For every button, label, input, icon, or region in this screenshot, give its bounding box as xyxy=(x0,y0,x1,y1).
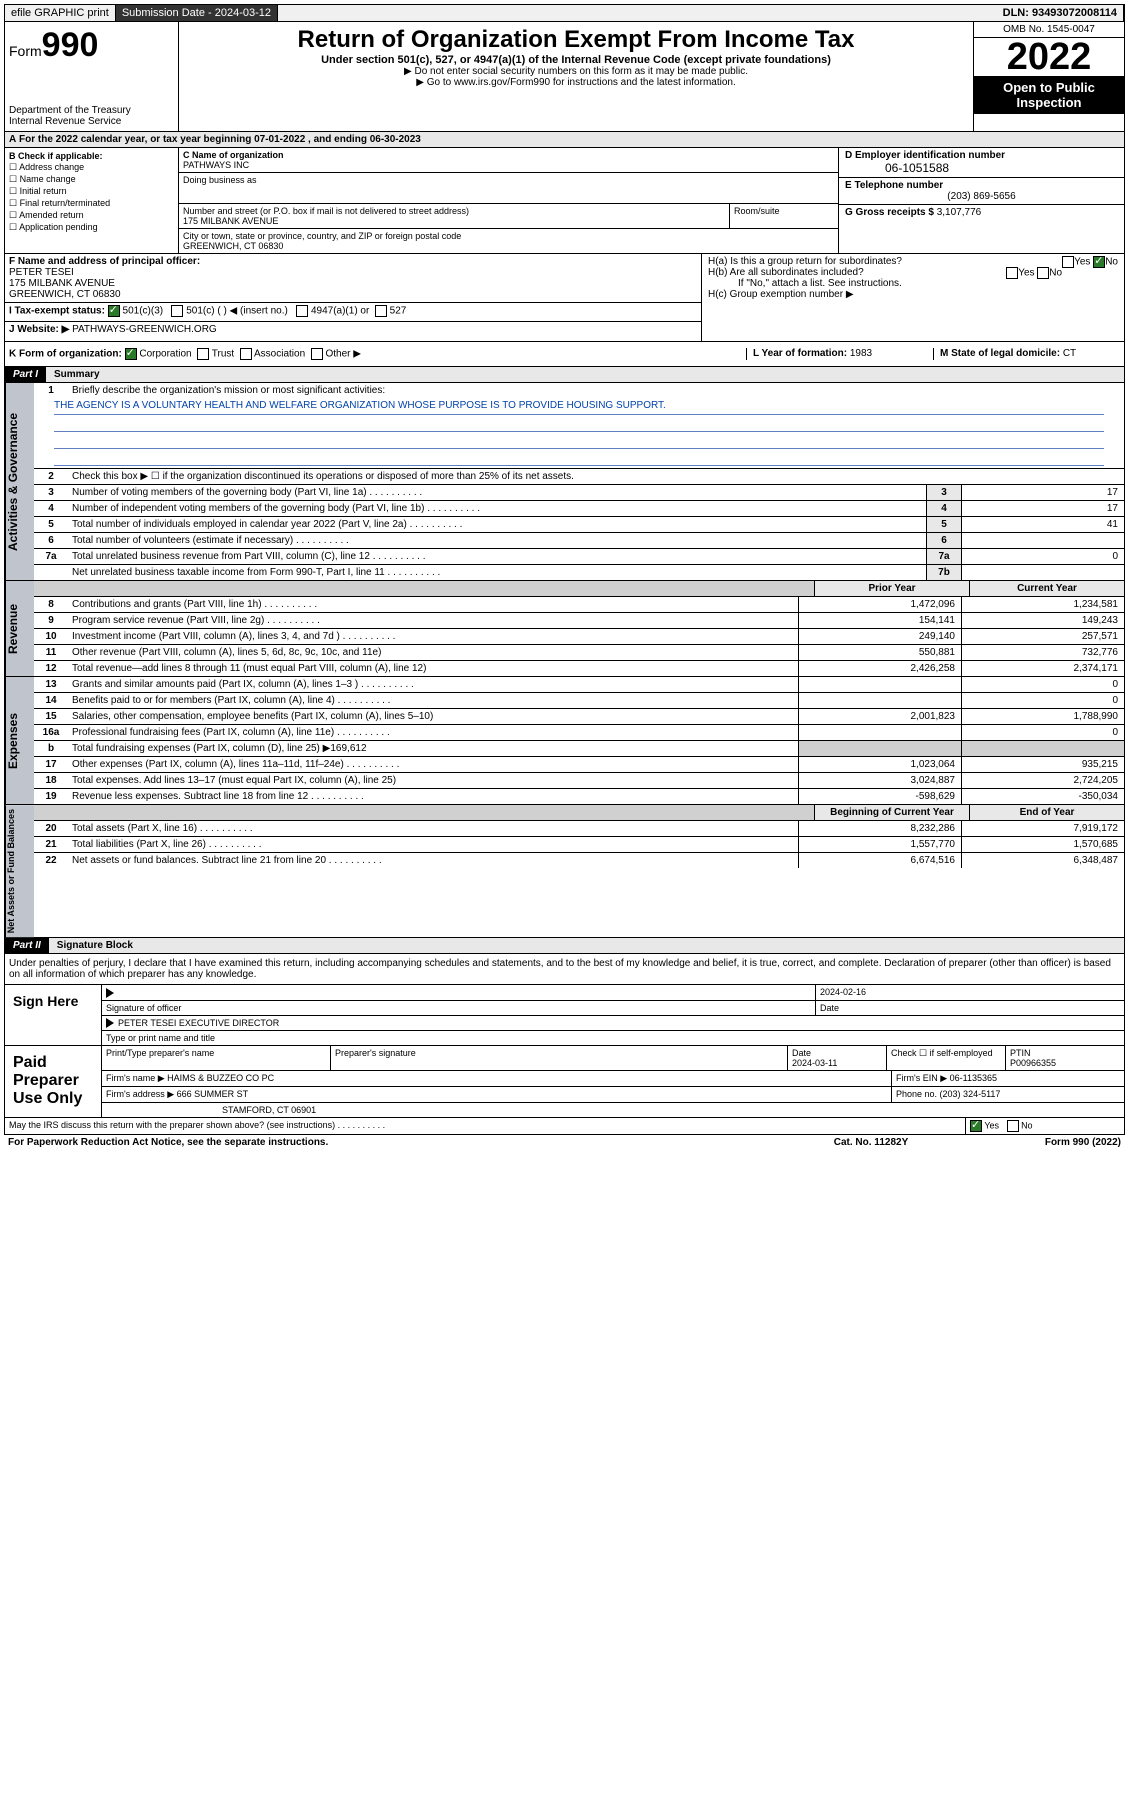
form-title: Return of Organization Exempt From Incom… xyxy=(183,26,969,54)
dept-label: Department of the Treasury xyxy=(9,105,174,116)
hb-yes[interactable] xyxy=(1006,267,1018,279)
submission-date: Submission Date - 2024-03-12 xyxy=(116,5,278,21)
signature-block: Under penalties of perjury, I declare th… xyxy=(4,954,1125,1135)
part1-body: Activities & Governance 1Briefly describ… xyxy=(4,383,1125,581)
tab-expenses: Expenses xyxy=(5,677,34,804)
tax-year-range: A For the 2022 calendar year, or tax yea… xyxy=(4,132,1125,148)
tab-activities-governance: Activities & Governance xyxy=(5,383,34,580)
section-klm: K Form of organization: Corporation Trus… xyxy=(4,342,1125,367)
section-fh: F Name and address of principal officer:… xyxy=(4,254,1125,342)
irs-label: Internal Revenue Service xyxy=(9,116,174,127)
checkbox-527[interactable] xyxy=(375,305,387,317)
form-number: Form990 xyxy=(9,26,174,65)
paid-preparer-label: Paid Preparer Use Only xyxy=(5,1046,101,1117)
discuss-yes[interactable] xyxy=(970,1120,982,1132)
sign-here-label: Sign Here xyxy=(5,985,101,1045)
penalty-text: Under penalties of perjury, I declare th… xyxy=(5,954,1124,984)
checkbox-501c[interactable] xyxy=(171,305,183,317)
ssn-warning: ▶ Do not enter social security numbers o… xyxy=(183,66,969,77)
discuss-no[interactable] xyxy=(1007,1120,1019,1132)
checkbox-501c3[interactable] xyxy=(108,305,120,317)
form-header: Form990 Department of the Treasury Inter… xyxy=(4,22,1125,132)
ha-no[interactable] xyxy=(1093,256,1105,268)
dln: DLN: 93493072008114 xyxy=(997,5,1124,21)
k-other[interactable] xyxy=(311,348,323,360)
section-deg: D Employer identification number 06-1051… xyxy=(838,148,1124,253)
section-c: C Name of organization PATHWAYS INC Doin… xyxy=(179,148,838,253)
arrow-icon xyxy=(106,1018,114,1028)
page-footer: For Paperwork Reduction Act Notice, see … xyxy=(4,1135,1125,1150)
revenue-block: Revenue Prior YearCurrent Year 8Contribu… xyxy=(4,581,1125,677)
identity-block: B Check if applicable: ☐ Address change … xyxy=(4,148,1125,254)
hb-no[interactable] xyxy=(1037,267,1049,279)
netassets-block: Net Assets or Fund Balances Beginning of… xyxy=(4,805,1125,938)
top-bar: efile GRAPHIC print Submission Date - 20… xyxy=(4,4,1125,22)
k-assoc[interactable] xyxy=(240,348,252,360)
arrow-icon xyxy=(106,988,114,998)
checkbox-4947[interactable] xyxy=(296,305,308,317)
tax-year: 2022 xyxy=(974,38,1124,76)
goto-link[interactable]: ▶ Go to www.irs.gov/Form990 for instruct… xyxy=(183,77,969,88)
k-corp[interactable] xyxy=(125,348,137,360)
tab-revenue: Revenue xyxy=(5,581,34,676)
part2-header: Part II Signature Block xyxy=(4,938,1125,954)
section-b: B Check if applicable: ☐ Address change … xyxy=(5,148,179,253)
k-trust[interactable] xyxy=(197,348,209,360)
expenses-block: Expenses 13Grants and similar amounts pa… xyxy=(4,677,1125,805)
mission-text: THE AGENCY IS A VOLUNTARY HEALTH AND WEL… xyxy=(54,400,1104,415)
tab-netassets: Net Assets or Fund Balances xyxy=(5,805,34,937)
ha-yes[interactable] xyxy=(1062,256,1074,268)
form-subtitle: Under section 501(c), 527, or 4947(a)(1)… xyxy=(183,54,969,66)
efile-label[interactable]: efile GRAPHIC print xyxy=(5,5,116,21)
inspection-badge: Open to Public Inspection xyxy=(974,76,1124,114)
part1-header: Part I Summary xyxy=(4,367,1125,383)
